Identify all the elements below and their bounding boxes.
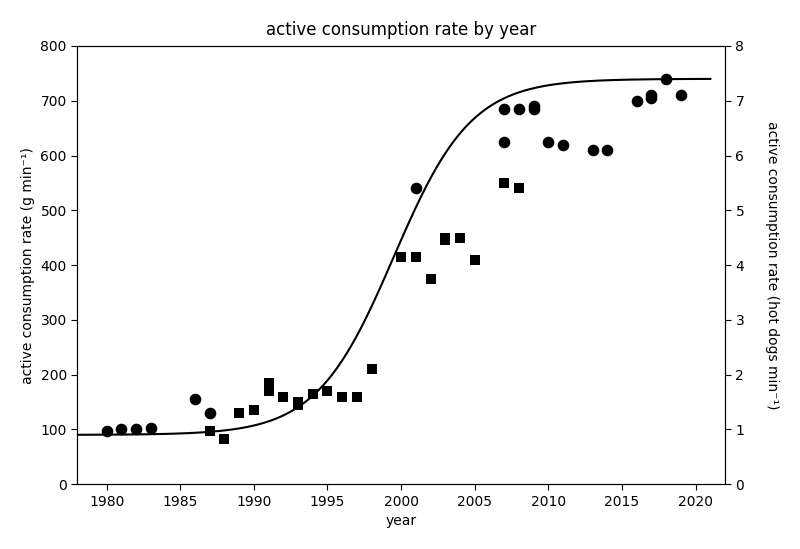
Point	[410, 184, 422, 193]
Point	[527, 102, 540, 110]
Point	[306, 389, 319, 398]
Point	[424, 274, 437, 283]
Point	[262, 378, 275, 387]
Point	[189, 395, 202, 404]
Point	[292, 400, 305, 409]
X-axis label: year: year	[386, 514, 417, 528]
Point	[468, 255, 481, 264]
Point	[410, 253, 422, 261]
Point	[233, 408, 246, 417]
Point	[203, 408, 216, 417]
Point	[586, 145, 599, 154]
Point	[350, 392, 363, 401]
Y-axis label: active consumption rate (hot dogs min⁻¹): active consumption rate (hot dogs min⁻¹)	[765, 121, 779, 410]
Point	[145, 423, 158, 432]
Point	[247, 406, 260, 414]
Point	[645, 91, 658, 99]
Point	[454, 233, 466, 242]
Point	[100, 427, 113, 435]
Point	[498, 178, 510, 187]
Title: active consumption rate by year: active consumption rate by year	[266, 21, 536, 39]
Point	[321, 386, 334, 395]
Y-axis label: active consumption rate (g min⁻¹): active consumption rate (g min⁻¹)	[21, 147, 35, 384]
Point	[292, 397, 305, 406]
Point	[601, 145, 614, 154]
Point	[115, 425, 128, 434]
Point	[439, 233, 452, 242]
Point	[660, 75, 673, 83]
Point	[513, 104, 526, 113]
Point	[277, 392, 290, 401]
Point	[527, 104, 540, 113]
Point	[336, 392, 349, 401]
Point	[439, 236, 452, 245]
Point	[203, 427, 216, 435]
Point	[262, 386, 275, 395]
Point	[498, 137, 510, 146]
Point	[498, 104, 510, 113]
Point	[366, 365, 378, 373]
Point	[645, 93, 658, 102]
Point	[557, 140, 570, 149]
Point	[674, 91, 687, 99]
Point	[542, 137, 554, 146]
Point	[630, 96, 643, 105]
Point	[130, 425, 142, 434]
Point	[513, 184, 526, 193]
Point	[394, 253, 407, 261]
Point	[218, 435, 231, 444]
